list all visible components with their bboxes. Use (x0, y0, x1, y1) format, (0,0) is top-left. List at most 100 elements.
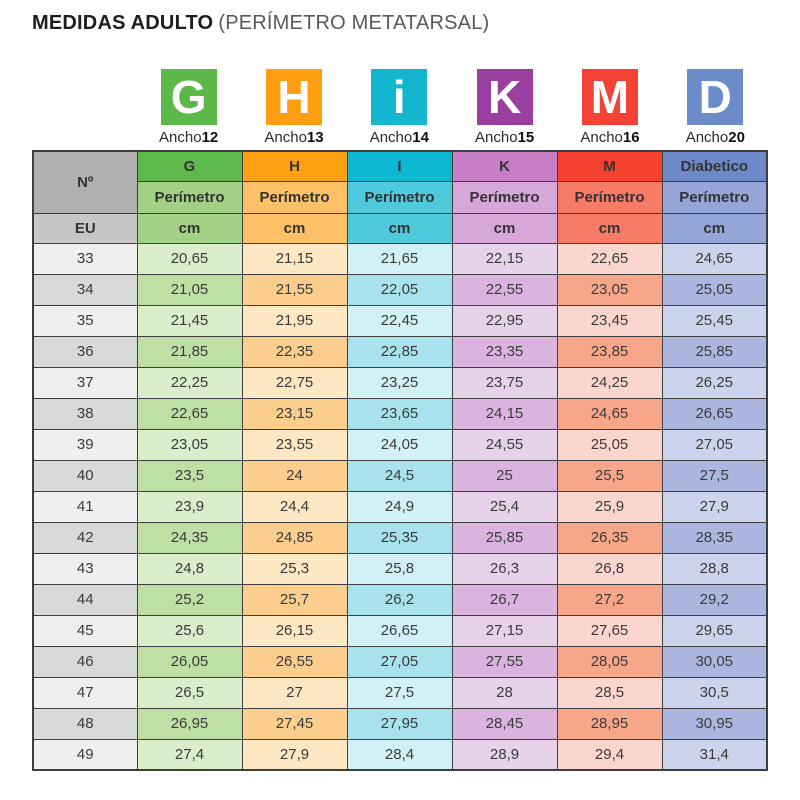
width-icon-group-G: G Ancho12 (136, 69, 241, 147)
page-title-bold: MEDIDAS ADULTO (32, 12, 214, 34)
value-cell-M: 24,65 (556, 397, 663, 430)
header-perimetro-row: Perímetro Perímetro Perímetro Perímetro Perí… (33, 180, 768, 214)
size-cell: 33 (32, 242, 138, 275)
table-row-size-46: 46 26,05 26,55 27,05 27,55 28,05 30,05 (32, 645, 768, 678)
width-icon-group-K: K Ancho15 (452, 69, 557, 147)
page-title-normal: (PERÍMETRO METATARSAL) (218, 12, 490, 34)
value-cell-K: 25,4 (451, 490, 558, 523)
unit-cell-K: cm (451, 212, 558, 244)
value-cell-H: 21,95 (241, 304, 348, 337)
size-cell: 46 (32, 645, 138, 678)
value-cell-G: 26,05 (136, 645, 243, 678)
size-cell: 39 (32, 428, 138, 461)
table-row-size-47: 47 26,5 27 27,5 28 28,5 30,5 (32, 676, 768, 709)
value-cell-Diabetico: 25,45 (661, 304, 768, 337)
value-cell-I: 23,25 (346, 366, 453, 399)
value-cell-M: 27,2 (556, 583, 663, 616)
table-row-size-45: 45 25,6 26,15 26,65 27,15 27,65 29,65 (32, 614, 768, 647)
width-letter-icon-K: K (476, 69, 533, 125)
page: MEDIDAS ADULTO (PERÍMETRO METATARSAL) G An… (32, 12, 768, 771)
width-label: Ancho16 (580, 129, 640, 146)
size-cell: 40 (32, 459, 138, 492)
corner-header-cell: Nº (32, 150, 138, 214)
value-cell-M: 26,8 (556, 552, 663, 585)
value-cell-K: 27,15 (451, 614, 558, 647)
value-cell-G: 22,25 (136, 366, 243, 399)
width-letter-icon-H: H (265, 69, 322, 125)
size-table: Nº G H I K M Diabetico Perímetro Perímetro Perí… (32, 150, 768, 771)
width-label: Ancho20 (685, 129, 745, 146)
perimetro-header-M: Perímetro (556, 180, 663, 214)
value-cell-H: 23,15 (241, 397, 348, 430)
table-row-size-38: 38 22,65 23,15 23,65 24,15 24,65 26,65 (32, 397, 768, 430)
value-cell-G: 26,95 (136, 707, 243, 740)
value-cell-K: 25,85 (451, 521, 558, 554)
table-row-size-36: 36 21,85 22,35 22,85 23,35 23,85 25,85 (32, 335, 768, 368)
column-header-K: K (451, 150, 558, 182)
table-row-size-42: 42 24,35 24,85 25,35 25,85 26,35 28,35 (32, 521, 768, 554)
value-cell-Diabetico: 28,8 (661, 552, 768, 585)
value-cell-M: 25,05 (556, 428, 663, 461)
size-cell: 45 (32, 614, 138, 647)
width-letter-icon-D: D (687, 69, 744, 125)
value-cell-I: 28,4 (346, 738, 453, 771)
value-cell-G: 26,5 (136, 676, 243, 709)
value-cell-I: 25,8 (346, 552, 453, 585)
size-cell: 38 (32, 397, 138, 430)
value-cell-H: 23,55 (241, 428, 348, 461)
value-cell-G: 21,85 (136, 335, 243, 368)
value-cell-H: 26,55 (241, 645, 348, 678)
value-cell-M: 25,5 (556, 459, 663, 492)
table-row-size-43: 43 24,8 25,3 25,8 26,3 26,8 28,8 (32, 552, 768, 585)
size-cell: 34 (32, 273, 138, 306)
value-cell-G: 24,8 (136, 552, 243, 585)
size-cell: 48 (32, 707, 138, 740)
value-cell-M: 28,05 (556, 645, 663, 678)
value-cell-I: 27,95 (346, 707, 453, 740)
value-cell-K: 24,55 (451, 428, 558, 461)
value-cell-K: 28 (451, 676, 558, 709)
width-icons-row: G Ancho12 H Ancho13 i Ancho14 K Ancho15 M Ancho16… (32, 69, 768, 147)
value-cell-K: 23,35 (451, 335, 558, 368)
value-cell-Diabetico: 24,65 (661, 242, 768, 275)
value-cell-Diabetico: 30,05 (661, 645, 768, 678)
width-label: Ancho12 (159, 129, 219, 146)
value-cell-I: 23,65 (346, 397, 453, 430)
width-icon-group-H: H Ancho13 (241, 69, 346, 147)
header-unit-row: EU cm cm cm cm cm cm (32, 212, 768, 244)
table-row-size-44: 44 25,2 25,7 26,2 26,7 27,2 29,2 (32, 583, 768, 616)
value-cell-G: 22,65 (136, 397, 243, 430)
value-cell-I: 24,9 (346, 490, 453, 523)
value-cell-H: 21,15 (241, 242, 348, 275)
value-cell-I: 22,45 (346, 304, 453, 337)
value-cell-H: 26,15 (241, 614, 348, 647)
value-cell-Diabetico: 26,65 (661, 397, 768, 430)
table-row-size-37: 37 22,25 22,75 23,25 23,75 24,25 26,25 (32, 366, 768, 399)
value-cell-G: 25,2 (136, 583, 243, 616)
width-label: Ancho15 (475, 129, 535, 146)
value-cell-M: 28,95 (556, 707, 663, 740)
width-letter-icon-M: M (581, 69, 638, 125)
size-cell: 47 (32, 676, 138, 709)
value-cell-M: 23,45 (556, 304, 663, 337)
value-cell-H: 27,45 (241, 707, 348, 740)
value-cell-H: 22,35 (241, 335, 348, 368)
column-header-H: H (241, 150, 348, 182)
value-cell-H: 27,9 (241, 738, 348, 771)
value-cell-H: 21,55 (241, 273, 348, 306)
unit-cell-M: cm (556, 212, 663, 244)
value-cell-Diabetico: 28,35 (661, 521, 768, 554)
table-row-size-40: 40 23,5 24 24,5 25 25,5 27,5 (32, 459, 768, 492)
width-letter-icon-i: i (371, 69, 428, 125)
value-cell-G: 23,5 (136, 459, 243, 492)
value-cell-G: 23,9 (136, 490, 243, 523)
value-cell-H: 24 (241, 459, 348, 492)
value-cell-H: 25,7 (241, 583, 348, 616)
width-label: Ancho14 (369, 129, 429, 146)
page-title: MEDIDAS ADULTO (PERÍMETRO METATARSAL) (32, 12, 768, 35)
value-cell-H: 27 (241, 676, 348, 709)
value-cell-M: 26,35 (556, 521, 663, 554)
value-cell-G: 20,65 (136, 242, 243, 275)
width-icons-spacer (32, 69, 136, 147)
value-cell-K: 25 (451, 459, 558, 492)
